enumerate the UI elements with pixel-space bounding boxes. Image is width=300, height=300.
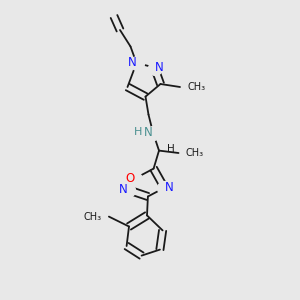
Text: N: N <box>119 183 128 196</box>
Text: N: N <box>154 61 163 74</box>
Text: N: N <box>128 56 136 70</box>
Text: CH₃: CH₃ <box>188 82 206 92</box>
Text: N: N <box>164 181 173 194</box>
Text: O: O <box>126 172 135 185</box>
Text: H: H <box>134 127 142 137</box>
Text: H: H <box>167 144 174 154</box>
Text: CH₃: CH₃ <box>186 148 204 158</box>
Text: CH₃: CH₃ <box>84 212 102 222</box>
Text: N: N <box>144 126 153 139</box>
